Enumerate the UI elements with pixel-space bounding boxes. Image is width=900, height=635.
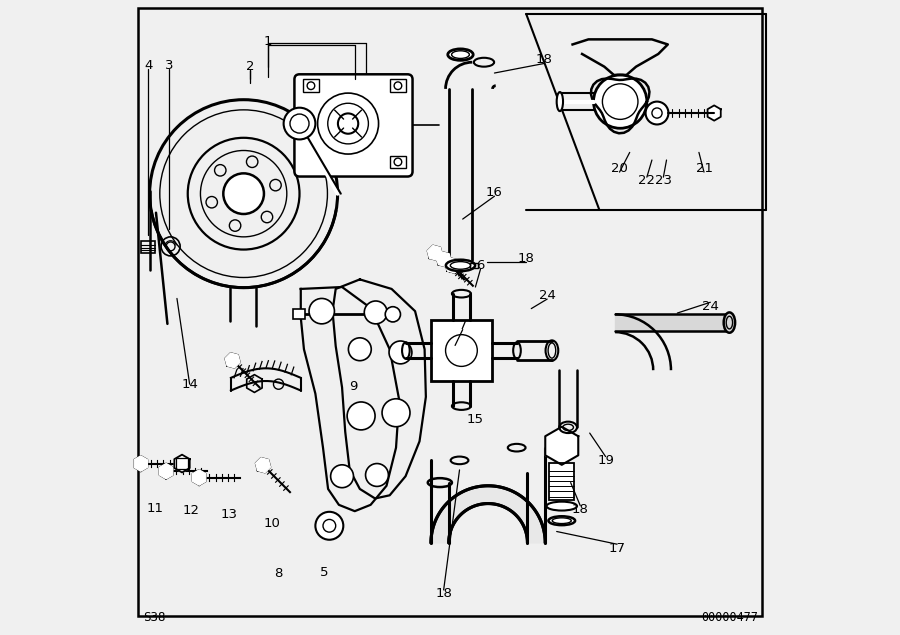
Polygon shape xyxy=(545,427,579,465)
Text: 6: 6 xyxy=(476,259,485,272)
Circle shape xyxy=(309,298,335,324)
Circle shape xyxy=(382,399,410,427)
Text: 2: 2 xyxy=(246,60,254,73)
Text: 1: 1 xyxy=(264,35,272,48)
Text: 18: 18 xyxy=(436,587,452,600)
Polygon shape xyxy=(591,79,650,133)
Ellipse shape xyxy=(448,49,473,60)
Circle shape xyxy=(385,307,400,322)
Circle shape xyxy=(338,114,358,134)
Circle shape xyxy=(223,173,264,214)
Text: 9: 9 xyxy=(349,380,357,392)
Circle shape xyxy=(364,301,387,324)
Text: 22: 22 xyxy=(638,175,655,187)
Text: 23: 23 xyxy=(655,175,672,187)
Bar xyxy=(390,79,406,92)
Text: 5: 5 xyxy=(320,566,328,579)
Bar xyxy=(431,320,491,380)
FancyBboxPatch shape xyxy=(294,74,412,177)
Ellipse shape xyxy=(446,260,475,271)
Text: S38: S38 xyxy=(143,611,166,624)
Text: 4: 4 xyxy=(144,59,153,72)
Polygon shape xyxy=(615,314,729,331)
Polygon shape xyxy=(436,252,451,267)
Circle shape xyxy=(348,338,372,361)
Ellipse shape xyxy=(548,516,575,525)
Circle shape xyxy=(645,102,669,124)
Bar xyxy=(390,156,406,168)
Ellipse shape xyxy=(546,502,577,511)
Circle shape xyxy=(365,464,389,486)
Circle shape xyxy=(330,465,354,488)
Polygon shape xyxy=(193,470,206,485)
Polygon shape xyxy=(159,464,173,479)
Polygon shape xyxy=(256,458,270,472)
Circle shape xyxy=(284,108,315,140)
Text: 24: 24 xyxy=(702,300,719,312)
Circle shape xyxy=(318,93,379,154)
Text: 11: 11 xyxy=(146,502,163,514)
Text: 12: 12 xyxy=(183,504,200,517)
Text: 18: 18 xyxy=(518,252,535,265)
Circle shape xyxy=(593,75,647,128)
Polygon shape xyxy=(428,246,442,260)
Text: 18: 18 xyxy=(536,53,553,66)
Text: 3: 3 xyxy=(165,59,174,72)
Text: 16: 16 xyxy=(486,186,503,199)
Text: 21: 21 xyxy=(696,162,713,175)
Text: 10: 10 xyxy=(264,517,281,530)
Text: 13: 13 xyxy=(220,509,238,521)
Bar xyxy=(293,309,304,319)
Bar xyxy=(549,463,574,500)
Bar xyxy=(141,241,156,253)
Circle shape xyxy=(315,512,343,540)
Polygon shape xyxy=(431,486,545,543)
Circle shape xyxy=(389,341,412,364)
Ellipse shape xyxy=(724,312,735,333)
Text: 15: 15 xyxy=(467,413,484,425)
Polygon shape xyxy=(707,105,721,121)
Bar xyxy=(302,79,319,92)
Polygon shape xyxy=(175,455,190,472)
Text: 00000477: 00000477 xyxy=(701,611,758,624)
Text: 14: 14 xyxy=(181,378,198,391)
Circle shape xyxy=(328,104,368,144)
Circle shape xyxy=(347,402,375,430)
Polygon shape xyxy=(446,258,460,273)
Text: 17: 17 xyxy=(608,542,626,554)
Text: 8: 8 xyxy=(274,567,283,580)
Text: 18: 18 xyxy=(572,503,589,516)
Polygon shape xyxy=(225,353,240,368)
Polygon shape xyxy=(134,456,148,471)
Bar xyxy=(470,263,478,268)
Text: 24: 24 xyxy=(539,289,555,302)
Text: 19: 19 xyxy=(597,454,614,467)
Text: 7: 7 xyxy=(458,319,467,332)
Ellipse shape xyxy=(557,92,563,111)
Text: 20: 20 xyxy=(611,162,628,175)
